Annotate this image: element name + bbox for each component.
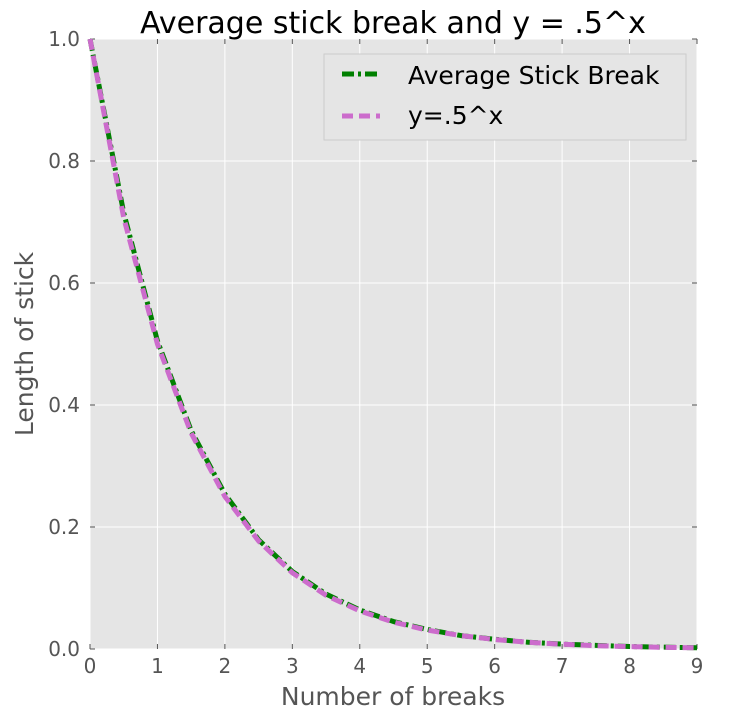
legend-label-power-curve: y=.5^x (408, 101, 503, 130)
x-tick-label: 1 (151, 654, 164, 678)
series-lines (87, 38, 698, 651)
x-axis-label: Number of breaks (281, 682, 505, 711)
x-tick-label: 0 (84, 654, 97, 678)
y-tick-labels: 0.0 0.2 0.4 0.6 0.8 1.0 (48, 27, 80, 661)
legend-box (323, 53, 687, 141)
y-tick-label: 0.6 (48, 271, 80, 295)
x-tick-label: 4 (353, 654, 366, 678)
x-tick-label: 6 (488, 654, 501, 678)
chart-title: Average stick break and y = .5^x (140, 6, 646, 41)
x-tick-label: 3 (286, 654, 299, 678)
legend: Average Stick Break y=.5^x (323, 53, 687, 141)
y-axis-label: Length of stick (10, 251, 39, 436)
y-tick-label: 1.0 (48, 27, 80, 51)
series-line-0 (87, 38, 698, 651)
x-tick-labels: 0 1 2 3 4 5 6 7 8 9 (84, 654, 704, 678)
y-tick-label: 0.8 (48, 149, 80, 173)
grid-lines (89, 38, 698, 650)
x-tick-label: 8 (623, 654, 636, 678)
x-tick-label: 7 (556, 654, 569, 678)
y-tick-label: 0.4 (48, 393, 80, 417)
axis-ticks (89, 38, 698, 650)
y-tick-label: 0.0 (48, 637, 80, 661)
plot-background (90, 39, 697, 649)
x-tick-label: 9 (691, 654, 704, 678)
y-tick-label: 0.2 (48, 515, 80, 539)
x-tick-label: 5 (421, 654, 434, 678)
x-tick-label: 2 (219, 654, 232, 678)
legend-label-average-stick-break: Average Stick Break (408, 61, 660, 90)
